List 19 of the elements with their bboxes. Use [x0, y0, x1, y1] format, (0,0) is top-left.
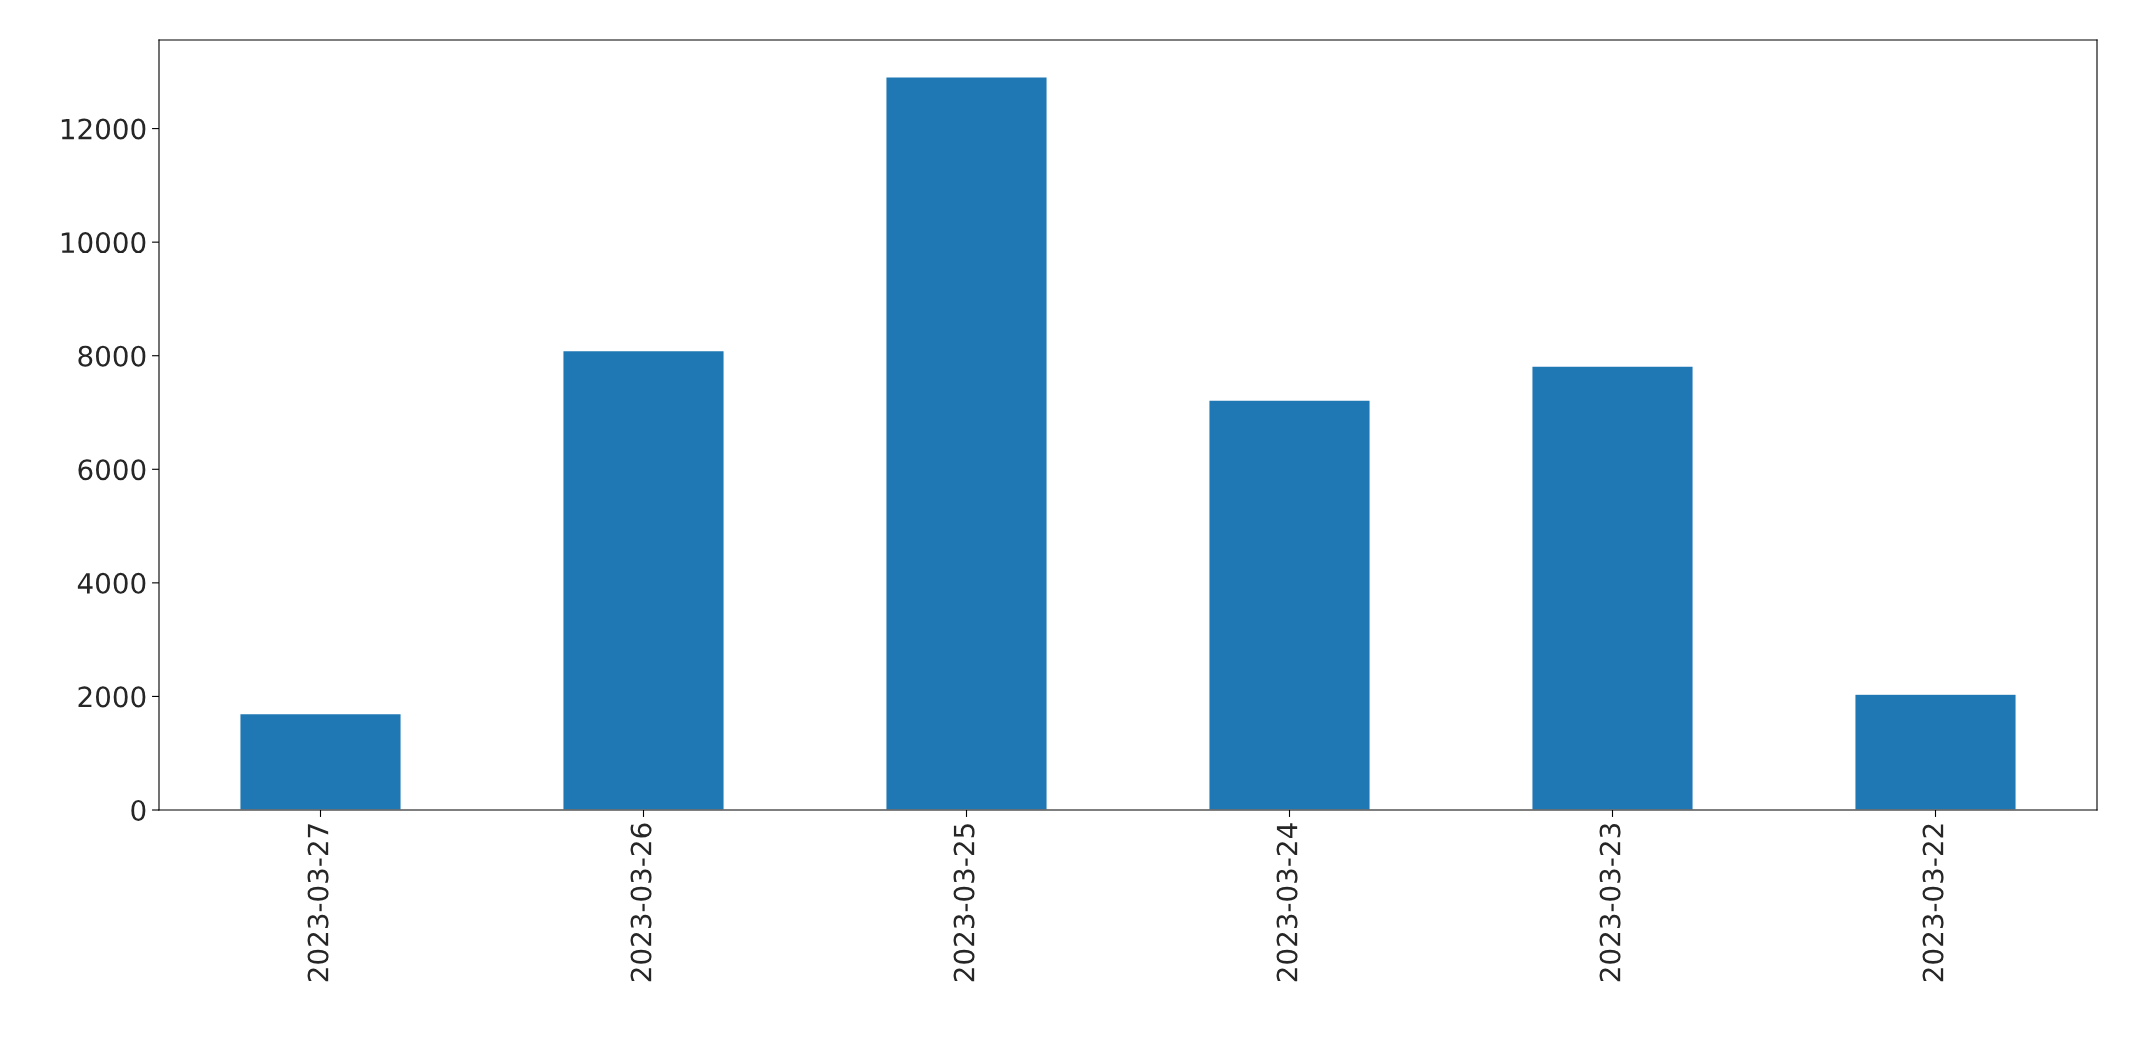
bar	[562, 349, 725, 810]
x-tick-label: 2023-03-23	[1599, 824, 1621, 982]
y-tick-label: 8000	[78, 345, 146, 367]
bar	[1531, 365, 1694, 810]
x-tick-label: 2023-03-24	[1276, 823, 1298, 982]
x-tick-label: 2023-03-25	[953, 824, 975, 982]
y-tick-label: 0	[131, 799, 146, 821]
y-tick-label: 4000	[77, 572, 146, 594]
bar	[885, 76, 1048, 810]
x-tick-label: 2023-03-22	[1922, 824, 1944, 982]
x-tick-label: 2023-03-26	[630, 823, 652, 982]
bar	[1208, 399, 1371, 810]
y-tick-label: 6000	[78, 459, 146, 481]
x-tick-label: 2023-03-27	[307, 824, 329, 982]
y-tick-label: 12000	[61, 118, 146, 140]
y-tick-label: 10000	[61, 232, 146, 254]
bar	[1854, 693, 2017, 810]
y-tick-label: 2000	[78, 686, 146, 708]
bar	[239, 712, 402, 810]
